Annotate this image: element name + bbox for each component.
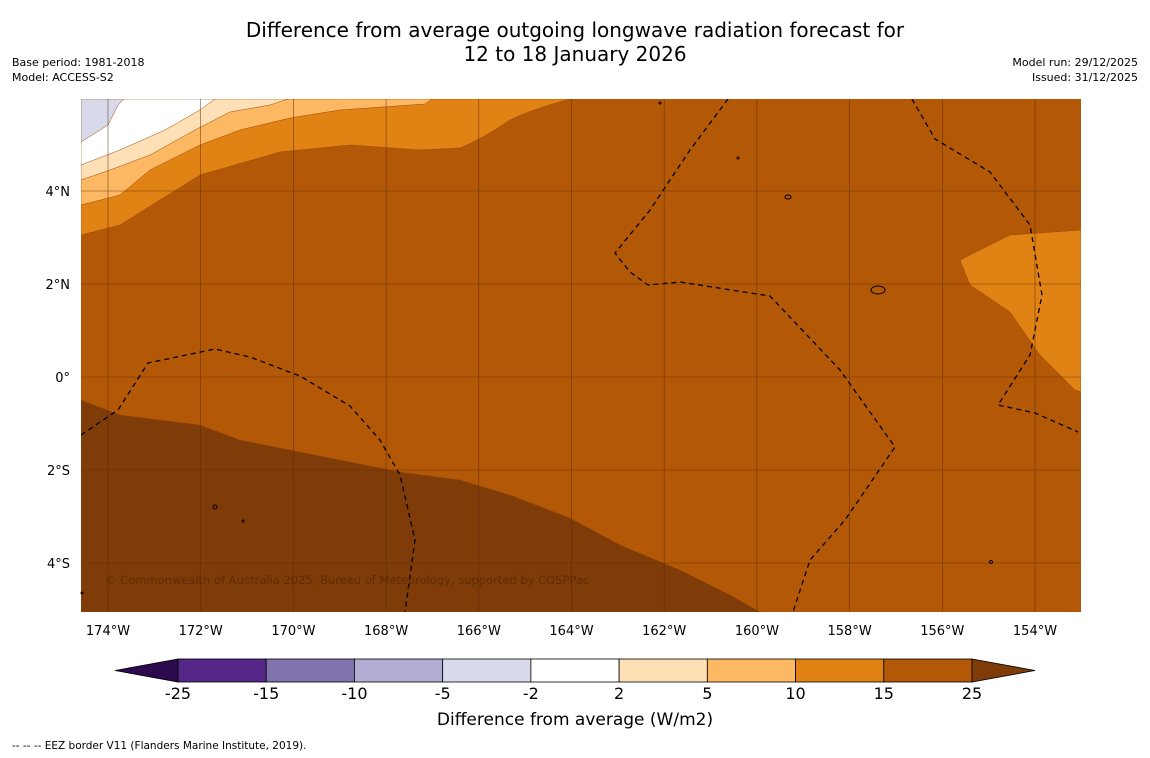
- colorbar: [114, 658, 1036, 683]
- issued-label: Issued: 31/12/2025: [1031, 71, 1138, 84]
- longitude-label: 164°W: [549, 624, 593, 639]
- region-neutral-north: [81, 99, 216, 166]
- eez-border-line-islands: [614, 99, 896, 612]
- colorbar-tick-label: -5: [435, 684, 451, 703]
- model-run-label: Model run: 29/12/2025: [1012, 56, 1138, 69]
- longitude-label: 160°W: [735, 624, 779, 639]
- eez-footnote: -- -- -- EEZ border V11 (Flanders Marine…: [12, 740, 307, 752]
- colorbar-segment: [265, 658, 355, 683]
- longitude-label: 168°W: [364, 624, 408, 639]
- longitude-label: 156°W: [920, 624, 964, 639]
- island-a: [784, 194, 792, 200]
- island-e: [241, 519, 245, 523]
- latitude-label: 4°N: [46, 185, 71, 200]
- meta-left: Base period: 1981-2018 Model: ACCESS-S2: [12, 55, 144, 85]
- island-d: [658, 101, 662, 105]
- island-b: [212, 504, 218, 510]
- title-line-2: 12 to 18 January 2026: [463, 42, 687, 66]
- longitude-label: 154°W: [1013, 624, 1057, 639]
- colorbar-tick-label: -2: [523, 684, 539, 703]
- longitude-label: 172°W: [179, 624, 223, 639]
- island-kiritimati: [870, 285, 886, 295]
- colorbar-segment: [706, 658, 796, 683]
- colorbar-segment: [442, 658, 532, 683]
- latitude-label: 4°S: [47, 557, 70, 572]
- colorbar-segment: [795, 658, 885, 683]
- colorbar-segment: [530, 658, 620, 683]
- colorbar-segment: [177, 658, 267, 683]
- colorbar-tick-label: 10: [785, 684, 805, 703]
- colorbar-segment: [354, 658, 444, 683]
- colorbar-tick-label: 25: [962, 684, 982, 703]
- colorbar-segment: [618, 658, 708, 683]
- region-10-15-east: [959, 229, 1081, 393]
- region-above-25-south: [81, 399, 761, 612]
- islands: [80, 101, 993, 595]
- latitude-labels: 4°N 2°N 0° 2°S 4°S: [46, 185, 71, 572]
- colorbar-tick-label: 5: [702, 684, 712, 703]
- copyright-text: © Commonwealth of Australia 2025, Bureau…: [105, 573, 589, 587]
- longitude-label: 174°W: [86, 624, 130, 639]
- longitude-label: 158°W: [828, 624, 872, 639]
- base-period-label: Base period: 1981-2018: [12, 56, 145, 69]
- colorbar-extend-low: [114, 658, 179, 683]
- colorbar-label: Difference from average (W/m2): [436, 710, 714, 730]
- island-g: [80, 591, 84, 595]
- longitude-labels: 174°W 172°W 170°W 168°W 166°W 164°W 162°W 160°W…: [86, 624, 1057, 639]
- island-f: [989, 560, 993, 564]
- colorbar-tick-label: -10: [341, 684, 367, 703]
- latitude-label: 0°: [55, 371, 70, 386]
- longitude-label: 166°W: [457, 624, 501, 639]
- colorbar-tick-label: 2: [614, 684, 624, 703]
- meta-right: Model run: 29/12/2025 Issued: 31/12/2025: [1012, 55, 1138, 85]
- graticule: [81, 99, 1081, 612]
- colorbar-tick-label: -15: [253, 684, 279, 703]
- region-minus5-minus2-corner: [81, 99, 125, 143]
- island-c: [736, 156, 740, 160]
- longitude-label: 162°W: [642, 624, 686, 639]
- latitude-label: 2°S: [47, 464, 70, 479]
- longitude-label: 170°W: [271, 624, 315, 639]
- colorbar-tick-label: 15: [874, 684, 894, 703]
- model-label: Model: ACCESS-S2: [12, 71, 114, 84]
- colorbar-tick-label: -25: [165, 684, 191, 703]
- eez-border-kiribati-west: [81, 348, 416, 612]
- title-line-1: Difference from average outgoing longwav…: [245, 18, 905, 42]
- eez-border-east: [911, 99, 1079, 433]
- colorbar-segment: [883, 658, 973, 683]
- chart-title: Difference from average outgoing longwav…: [0, 18, 1150, 66]
- colorbar-ticks: -25 -15 -10 -5 -2 2 5 10 15 25: [165, 684, 982, 703]
- colorbar-extend-high: [971, 658, 1036, 683]
- latitude-label: 2°N: [46, 278, 71, 293]
